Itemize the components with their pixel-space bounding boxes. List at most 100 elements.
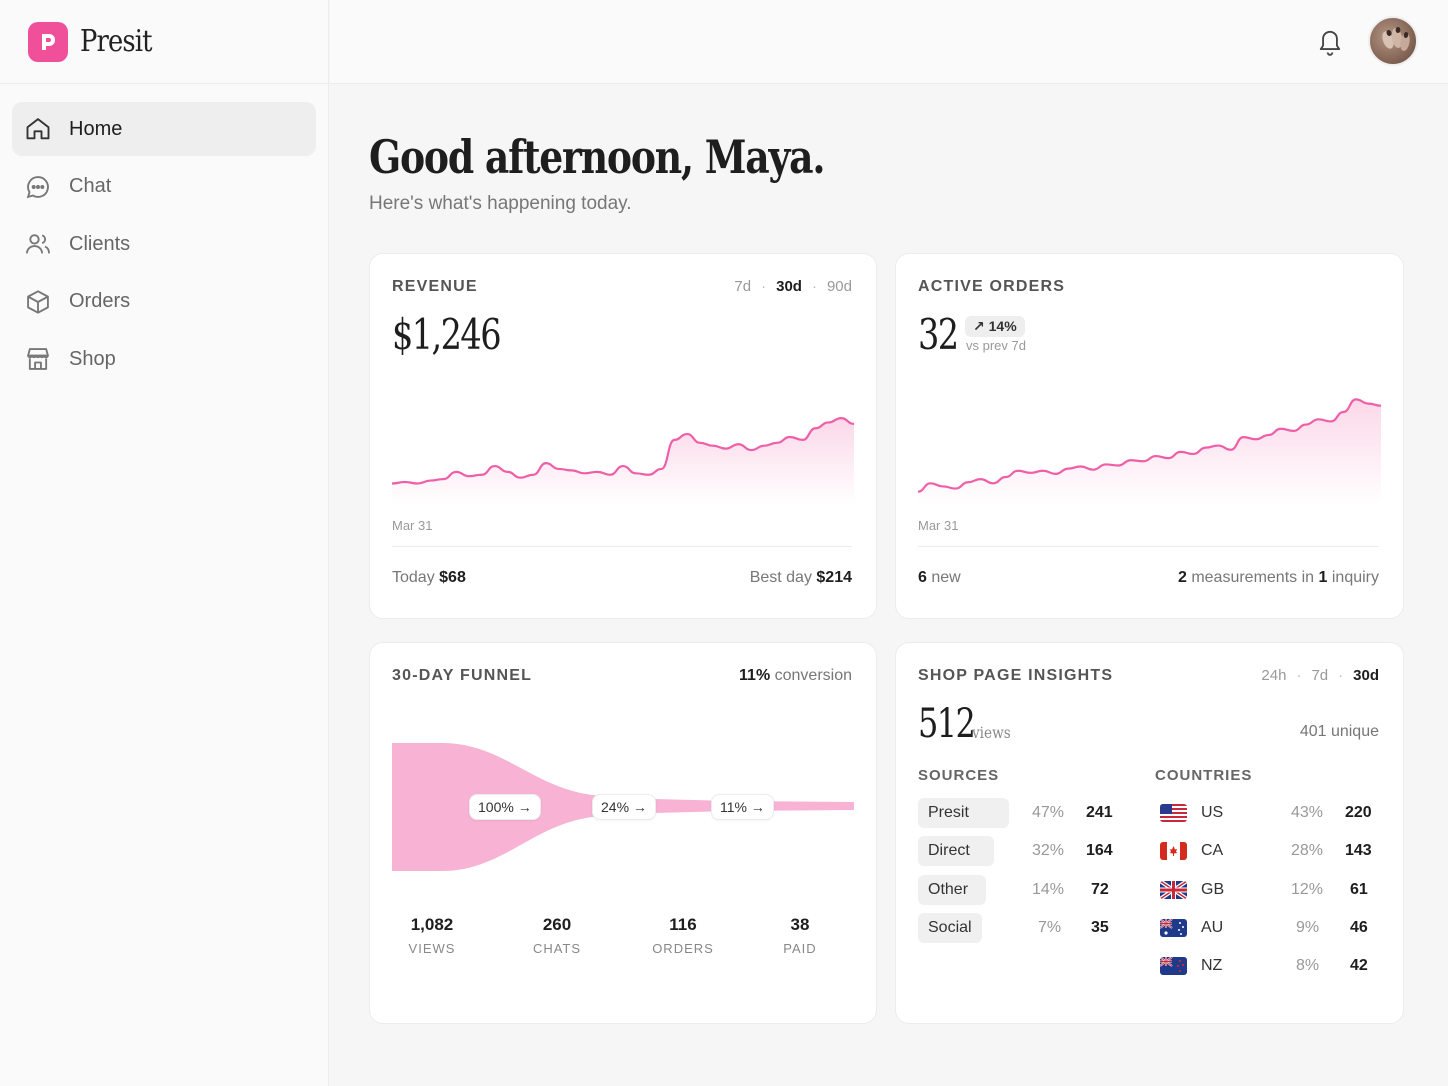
range-90d[interactable]: 90d [826,278,852,295]
country-count: 46 [1350,919,1368,936]
country-count: 220 [1345,804,1372,821]
country-row-nz: NZ [1160,949,1222,983]
insights-range-selector: 24h · 7d · 30d [1261,667,1379,684]
active-orders-card: ACTIVE ORDERS 32 ↗ 14% vs prev 7d Mar 31… [895,253,1404,619]
country-code: US [1201,804,1224,821]
country-pct: 9% [1296,919,1320,936]
user-avatar[interactable] [1368,16,1418,66]
country-pct: 43% [1291,804,1324,821]
notifications-bell-icon[interactable] [1316,26,1344,56]
country-row-ca: CA [1160,834,1223,868]
nz-flag-icon [1160,957,1187,975]
nav-item-orders[interactable]: Orders [12,275,316,329]
revenue-chart [392,417,854,504]
chart-area-fill [918,399,1381,504]
stat-value: 1,082 [410,915,454,934]
orders-delta-badge: ↗ 14% [965,316,1025,337]
stat-value: 116 [669,915,697,934]
brand: Presit [0,0,328,84]
au-flag-icon [1160,919,1187,937]
nav-item-chat[interactable]: Chat [12,160,316,214]
stat-value: 38 [790,915,810,934]
nav-item-shop[interactable]: Shop [12,332,316,386]
source-tag[interactable]: Presit [918,798,1009,828]
country-code: AU [1201,919,1224,936]
funnel-stat-views: 1,082 VIEWS [382,915,482,956]
funnel-stat-paid: 38 PAID [750,915,850,956]
source-row-presit: Presit [918,796,1009,830]
revenue-best-day: Best day $214 [750,569,852,587]
funnel-step-chats: 24% → [592,794,656,820]
country-code: GB [1201,881,1225,898]
home-icon [24,115,52,143]
users-icon [24,230,52,258]
funnel-title: 30-DAY FUNNEL [392,667,533,684]
nav-item-home[interactable]: Home [12,102,316,156]
revenue-card: REVENUE 7d · 30d · 90d $1,246 Mar 31 Tod… [369,253,877,619]
country-row-gb: GB [1160,873,1224,907]
country-code: NZ [1201,957,1223,974]
inquiry-label: inquiry [1331,569,1379,586]
conversion-label: conversion [774,667,852,684]
source-count: 241 [1086,804,1113,821]
range-7d[interactable]: 7d [734,278,752,295]
views-value: 512 [918,701,976,747]
source-pct: 32% [1032,842,1065,859]
source-count: 35 [1091,919,1109,936]
today-label: Today [392,569,435,586]
revenue-today: Today $68 [392,569,466,587]
source-row-social: Social [918,911,982,945]
views-label: views [972,723,1011,742]
source-tag[interactable]: Social [918,913,982,943]
store-icon [24,345,52,373]
nav-label-chat: Chat [69,175,112,197]
nav-item-clients[interactable]: Clients [12,217,316,271]
divider [392,546,852,547]
orders-delta-caption: vs prev 7d [966,338,1026,353]
orders-delta-value: 14% [988,318,1017,334]
stat-label: CHATS [532,941,582,956]
main-nav: Home Chat Clients Orders Shop [0,84,328,408]
active-orders-chart [918,398,1381,504]
conversion-value: 11% [739,667,771,684]
top-bar [330,0,1448,84]
shop-insights-card: SHOP PAGE INSIGHTS 24h · 7d · 30d 512 vi… [895,642,1404,1024]
funnel-card: 30-DAY FUNNEL 11% conversion 100% → 24% … [369,642,877,1024]
orders-new: 6 new [918,569,961,587]
app-name: Presit [80,24,153,59]
active-orders-title: ACTIVE ORDERS [918,278,1066,295]
range-30d[interactable]: 30d [776,278,802,295]
country-count: 61 [1350,881,1368,898]
revenue-range-selector: 7d · 30d · 90d [734,278,852,295]
range-30d[interactable]: 30d [1353,667,1379,684]
source-tag[interactable]: Direct [918,836,994,866]
us-flag-icon [1160,804,1187,822]
sidebar: Presit Home Chat Clients Orders [0,0,329,1086]
measurements-count: 2 [1177,569,1187,586]
measurements-label: measurements in [1191,569,1315,586]
gb-flag-icon [1160,881,1187,899]
countries-heading: COUNTRIES [1155,767,1253,784]
source-pct: 7% [1038,919,1062,936]
page-title: Good afternoon, Maya. [369,130,826,184]
new-label: new [931,569,961,586]
revenue-title: REVENUE [392,278,478,295]
presit-logo-icon[interactable] [28,21,68,62]
stat-label: ORDERS [652,941,714,956]
source-tag[interactable]: Other [918,875,987,905]
nav-label-shop: Shop [69,347,116,370]
chat-icon [24,173,52,201]
active-orders-value: 32 [918,310,959,359]
funnel-step-views: 100% → [469,794,541,820]
range-7d[interactable]: 7d [1311,667,1329,684]
arrow-up-right-icon: ↗ [973,318,985,334]
funnel-conversion: 11% conversion [739,667,852,685]
country-row-us: US [1160,796,1223,830]
country-pct: 28% [1291,842,1324,859]
funnel-stat-chats: 260 CHATS [507,915,607,956]
stat-value: 260 [542,915,572,934]
range-24h[interactable]: 24h [1261,667,1287,684]
funnel-step-orders: 11% → [711,794,774,820]
ca-flag-icon [1160,842,1187,860]
nav-label-clients: Clients [69,232,131,255]
